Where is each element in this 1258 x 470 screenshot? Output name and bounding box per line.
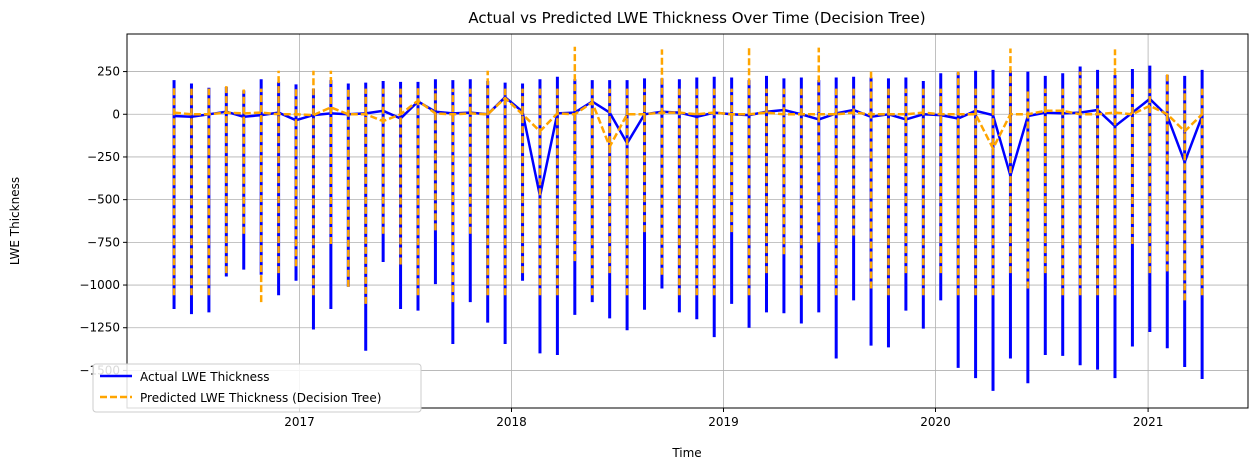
predicted-line <box>173 96 1203 150</box>
chart-title: Actual vs Predicted LWE Thickness Over T… <box>468 9 925 27</box>
y-tick-label: −1000 <box>79 278 120 292</box>
x-tick-label: 2018 <box>496 415 527 429</box>
plot-frame <box>126 33 1249 409</box>
legend-actual-label: Actual LWE Thickness <box>140 370 270 384</box>
y-tick-label: −500 <box>87 193 120 207</box>
y-axis-label: LWE Thickness <box>8 177 22 265</box>
y-tick-label: −1250 <box>79 321 120 335</box>
y-tick-label: −250 <box>87 150 120 164</box>
x-tick-label: 2021 <box>1133 415 1164 429</box>
x-axis-label: Time <box>671 446 701 460</box>
x-tick-label: 2019 <box>708 415 739 429</box>
series-predicted <box>172 46 1204 304</box>
legend-predicted-label: Predicted LWE Thickness (Decision Tree) <box>140 391 381 405</box>
x-axis: 2017 2018 2019 2020 2021 <box>284 408 1163 429</box>
y-tick-label: 250 <box>97 65 120 79</box>
x-tick-label: 2017 <box>284 415 315 429</box>
legend-box <box>92 363 422 413</box>
plot-area <box>172 46 1204 391</box>
y-tick-label: 0 <box>112 107 120 121</box>
x-tick-label: 2020 <box>920 415 951 429</box>
legend: Actual LWE Thickness Predicted LWE Thick… <box>92 363 422 413</box>
y-tick-label: −750 <box>87 235 120 249</box>
